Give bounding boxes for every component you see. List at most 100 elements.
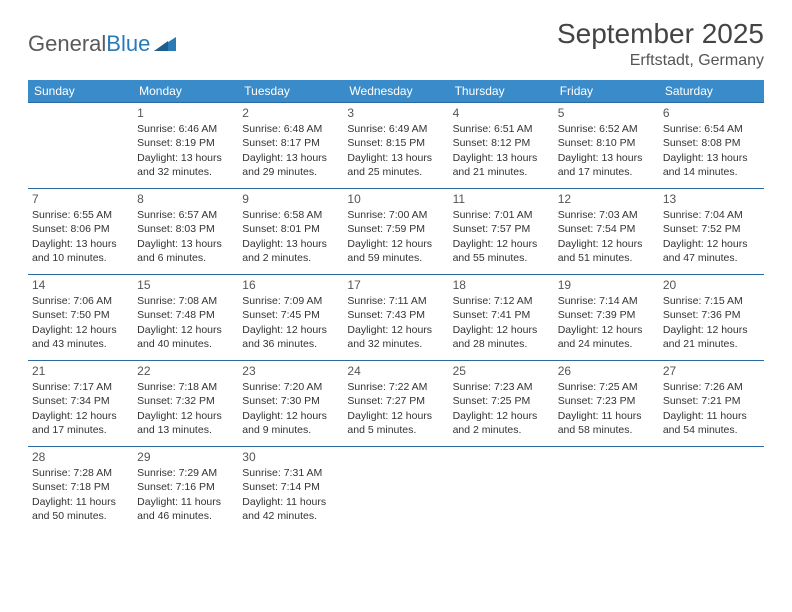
sunrise-text: Sunrise: 7:18 AM <box>137 380 234 394</box>
day-number: 2 <box>242 105 339 121</box>
calendar-day-cell <box>343 447 448 533</box>
sunrise-text: Sunrise: 6:49 AM <box>347 122 444 136</box>
day-number: 21 <box>32 363 129 379</box>
daylight-text: Daylight: 13 hours and 2 minutes. <box>242 237 339 265</box>
calendar-day-cell: 11Sunrise: 7:01 AMSunset: 7:57 PMDayligh… <box>449 189 554 275</box>
calendar-day-cell <box>659 447 764 533</box>
sunset-text: Sunset: 8:19 PM <box>137 136 234 150</box>
sunrise-text: Sunrise: 7:04 AM <box>663 208 760 222</box>
calendar-week-row: 21Sunrise: 7:17 AMSunset: 7:34 PM Dayligh… <box>28 361 764 447</box>
day-number: 17 <box>347 277 444 293</box>
day-number: 30 <box>242 449 339 465</box>
sunset-text: Sunset: 7:45 PM <box>242 308 339 322</box>
location: Erftstadt, Germany <box>557 52 764 70</box>
calendar-day-cell: 3Sunrise: 6:49 AMSunset: 8:15 PMDaylight… <box>343 103 448 189</box>
daylight-text: Daylight: 11 hours and 54 minutes. <box>663 409 760 437</box>
sunset-text: Sunset: 7:41 PM <box>453 308 550 322</box>
day-number: 19 <box>558 277 655 293</box>
sunset-text: Sunset: 7:25 PM <box>453 394 550 408</box>
calendar-day-cell: 26Sunrise: 7:25 AMSunset: 7:23 PMDayligh… <box>554 361 659 447</box>
calendar-day-cell <box>554 447 659 533</box>
day-number: 11 <box>453 191 550 207</box>
sunset-text: Sunset: 8:15 PM <box>347 136 444 150</box>
calendar-day-cell: 9Sunrise: 6:58 AMSunset: 8:01 PMDaylight… <box>238 189 343 275</box>
day-number: 16 <box>242 277 339 293</box>
day-header-row: Sunday Monday Tuesday Wednesday Thursday… <box>28 80 764 103</box>
sunrise-text: Sunrise: 7:26 AM <box>663 380 760 394</box>
logo-text-general: General <box>28 31 106 57</box>
calendar-day-cell: 19Sunrise: 7:14 AMSunset: 7:39 PMDayligh… <box>554 275 659 361</box>
calendar-day-cell: 7Sunrise: 6:55 AMSunset: 8:06 PMDaylight… <box>28 189 133 275</box>
sunrise-text: Sunrise: 7:22 AM <box>347 380 444 394</box>
daylight-text: Daylight: 13 hours and 25 minutes. <box>347 151 444 179</box>
calendar-day-cell: 10Sunrise: 7:00 AMSunset: 7:59 PMDayligh… <box>343 189 448 275</box>
day-number: 1 <box>137 105 234 121</box>
day-number: 3 <box>347 105 444 121</box>
daylight-text: Daylight: 11 hours and 46 minutes. <box>137 495 234 523</box>
sunrise-text: Sunrise: 7:17 AM <box>32 380 129 394</box>
sunrise-text: Sunrise: 6:52 AM <box>558 122 655 136</box>
calendar-day-cell: 28Sunrise: 7:28 AMSunset: 7:18 PMDayligh… <box>28 447 133 533</box>
daylight-text: Daylight: 12 hours and 28 minutes. <box>453 323 550 351</box>
daylight-text: Daylight: 12 hours and 55 minutes. <box>453 237 550 265</box>
daylight-text: Daylight: 11 hours and 50 minutes. <box>32 495 129 523</box>
daylight-text: Daylight: 13 hours and 32 minutes. <box>137 151 234 179</box>
sunset-text: Sunset: 7:36 PM <box>663 308 760 322</box>
calendar-day-cell: 4Sunrise: 6:51 AMSunset: 8:12 PMDaylight… <box>449 103 554 189</box>
calendar-day-cell: 24Sunrise: 7:22 AMSunset: 7:27 PMDayligh… <box>343 361 448 447</box>
day-number: 8 <box>137 191 234 207</box>
daylight-text: Daylight: 12 hours and 9 minutes. <box>242 409 339 437</box>
day-number: 6 <box>663 105 760 121</box>
sunset-text: Sunset: 8:06 PM <box>32 222 129 236</box>
daylight-text: Daylight: 12 hours and 2 minutes. <box>453 409 550 437</box>
day-number: 9 <box>242 191 339 207</box>
calendar-day-cell: 8Sunrise: 6:57 AMSunset: 8:03 PMDaylight… <box>133 189 238 275</box>
sunset-text: Sunset: 7:16 PM <box>137 480 234 494</box>
calendar-day-cell: 29Sunrise: 7:29 AMSunset: 7:16 PMDayligh… <box>133 447 238 533</box>
day-number: 27 <box>663 363 760 379</box>
sunset-text: Sunset: 7:23 PM <box>558 394 655 408</box>
calendar-day-cell: 13Sunrise: 7:04 AMSunset: 7:52 PMDayligh… <box>659 189 764 275</box>
sunset-text: Sunset: 7:14 PM <box>242 480 339 494</box>
sunset-text: Sunset: 8:17 PM <box>242 136 339 150</box>
daylight-text: Daylight: 12 hours and 32 minutes. <box>347 323 444 351</box>
sunrise-text: Sunrise: 7:23 AM <box>453 380 550 394</box>
daylight-text: Daylight: 13 hours and 29 minutes. <box>242 151 339 179</box>
calendar-day-cell: 2Sunrise: 6:48 AMSunset: 8:17 PMDaylight… <box>238 103 343 189</box>
sunrise-text: Sunrise: 6:51 AM <box>453 122 550 136</box>
sunrise-text: Sunrise: 7:20 AM <box>242 380 339 394</box>
calendar-day-cell: 30Sunrise: 7:31 AMSunset: 7:14 PMDayligh… <box>238 447 343 533</box>
daylight-text: Daylight: 13 hours and 14 minutes. <box>663 151 760 179</box>
day-number: 29 <box>137 449 234 465</box>
daylight-text: Daylight: 13 hours and 21 minutes. <box>453 151 550 179</box>
triangle-icon <box>154 31 176 57</box>
sunset-text: Sunset: 7:34 PM <box>32 394 129 408</box>
calendar-table: Sunday Monday Tuesday Wednesday Thursday… <box>28 80 764 533</box>
calendar-week-row: 7Sunrise: 6:55 AMSunset: 8:06 PMDaylight… <box>28 189 764 275</box>
day-header: Tuesday <box>238 80 343 103</box>
calendar-week-row: 14Sunrise: 7:06 AMSunset: 7:50 PMDayligh… <box>28 275 764 361</box>
daylight-text: Daylight: 12 hours and 36 minutes. <box>242 323 339 351</box>
day-number: 20 <box>663 277 760 293</box>
sunrise-text: Sunrise: 7:29 AM <box>137 466 234 480</box>
sunset-text: Sunset: 7:43 PM <box>347 308 444 322</box>
calendar-day-cell: 15Sunrise: 7:08 AMSunset: 7:48 PMDayligh… <box>133 275 238 361</box>
calendar-day-cell: 6Sunrise: 6:54 AMSunset: 8:08 PMDaylight… <box>659 103 764 189</box>
calendar-day-cell: 16Sunrise: 7:09 AMSunset: 7:45 PMDayligh… <box>238 275 343 361</box>
sunset-text: Sunset: 7:48 PM <box>137 308 234 322</box>
day-number: 10 <box>347 191 444 207</box>
sunrise-text: Sunrise: 7:11 AM <box>347 294 444 308</box>
day-number: 22 <box>137 363 234 379</box>
sunset-text: Sunset: 8:01 PM <box>242 222 339 236</box>
sunset-text: Sunset: 7:54 PM <box>558 222 655 236</box>
calendar-day-cell: 27Sunrise: 7:26 AMSunset: 7:21 PMDayligh… <box>659 361 764 447</box>
sunrise-text: Sunrise: 7:31 AM <box>242 466 339 480</box>
sunrise-text: Sunrise: 6:55 AM <box>32 208 129 222</box>
day-number: 15 <box>137 277 234 293</box>
sunset-text: Sunset: 7:50 PM <box>32 308 129 322</box>
sunrise-text: Sunrise: 6:46 AM <box>137 122 234 136</box>
sunrise-text: Sunrise: 6:48 AM <box>242 122 339 136</box>
daylight-text: Daylight: 12 hours and 47 minutes. <box>663 237 760 265</box>
day-number: 5 <box>558 105 655 121</box>
day-number: 26 <box>558 363 655 379</box>
